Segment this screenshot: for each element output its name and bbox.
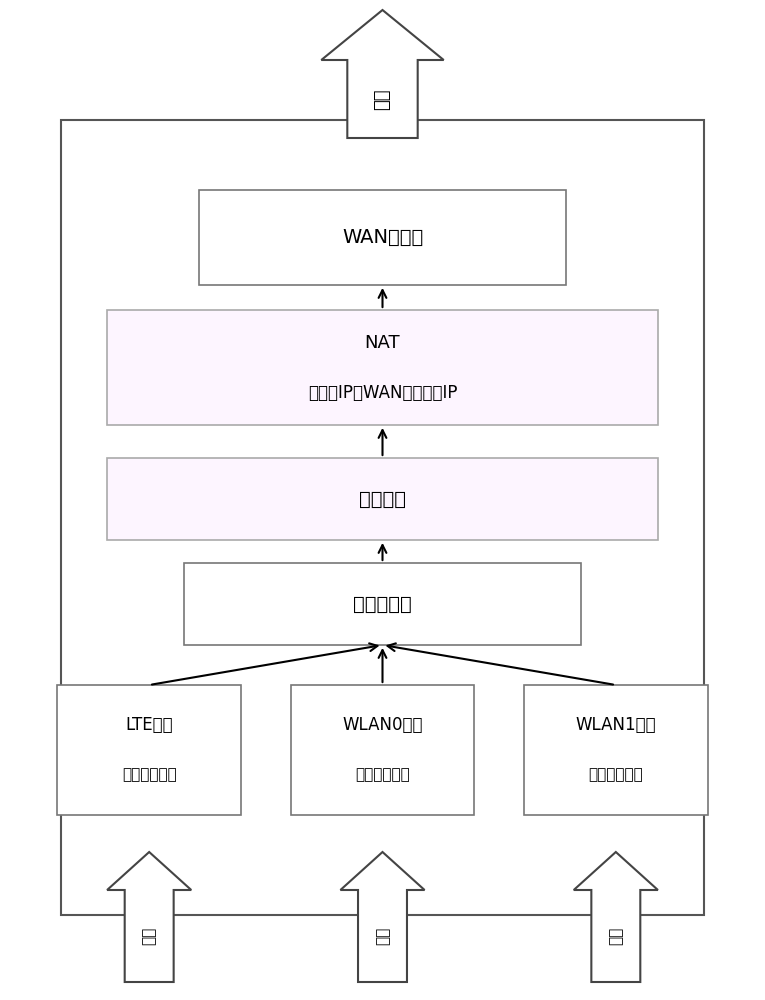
Polygon shape: [107, 852, 191, 982]
Text: NAT: NAT: [365, 334, 400, 352]
Polygon shape: [321, 10, 444, 138]
Polygon shape: [340, 852, 425, 982]
Polygon shape: [574, 852, 658, 982]
Text: 真实网卡接收: 真实网卡接收: [122, 768, 177, 782]
Bar: [61, 120, 704, 915]
Bar: [199, 190, 566, 285]
Text: 真实网卡接收: 真实网卡接收: [588, 768, 643, 782]
Bar: [291, 685, 474, 815]
Text: 虚拟网卡: 虚拟网卡: [359, 489, 406, 508]
Text: 真实网卡接收: 真实网卡接收: [355, 768, 410, 782]
Bar: [524, 685, 708, 815]
Bar: [57, 685, 241, 815]
Bar: [107, 458, 658, 540]
Text: 发送: 发送: [373, 88, 392, 110]
Text: WAN口网卡: WAN口网卡: [342, 228, 423, 247]
Text: WLAN1网卡: WLAN1网卡: [575, 716, 656, 734]
Text: 修改源IP为WAN口网卡的IP: 修改源IP为WAN口网卡的IP: [308, 384, 457, 402]
Text: 接收: 接收: [375, 927, 390, 945]
Text: 汇聚、整序: 汇聚、整序: [353, 594, 412, 614]
Bar: [107, 310, 658, 425]
Bar: [184, 563, 581, 645]
Text: LTE网卡: LTE网卡: [125, 716, 173, 734]
Text: WLAN0网卡: WLAN0网卡: [342, 716, 423, 734]
Text: 接收: 接收: [142, 927, 157, 945]
Text: 接收: 接收: [608, 927, 623, 945]
